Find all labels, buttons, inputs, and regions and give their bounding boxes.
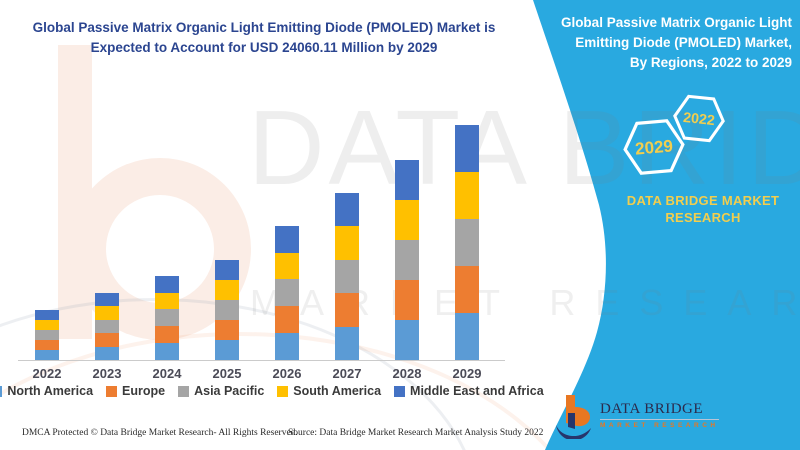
- chart-legend: North America Europe Asia Pacific South Ame…: [0, 384, 544, 398]
- panel-title-line3: By Regions, 2022 to 2029: [629, 55, 792, 70]
- bar-segment-2025-asia-pacific: [215, 299, 239, 320]
- footer-source: Source: Data Bridge Market Research Mark…: [288, 428, 544, 438]
- chart-title: Global Passive Matrix Organic Light Emit…: [18, 18, 510, 58]
- bar-segment-2026-north-america: [275, 333, 299, 360]
- legend-label: Asia Pacific: [194, 384, 265, 398]
- bar-segment-2024-north-america: [155, 343, 179, 360]
- hexagon-2029-badge: 2029: [623, 119, 685, 175]
- panel-title-line2: Emitting Diode (PMOLED) Market,: [575, 35, 792, 50]
- bar-segment-2026-europe: [275, 306, 299, 334]
- chart-title-line1: Global Passive Matrix Organic Light Emit…: [32, 20, 496, 35]
- hexagon-2022-label: 2022: [682, 110, 715, 129]
- bar-segment-2026-asia-pacific: [275, 279, 299, 307]
- x-axis-line: [18, 360, 505, 361]
- bar-segment-2022-europe: [35, 339, 59, 350]
- bar-2027: [335, 192, 359, 360]
- panel-title-line1: Global Passive Matrix Organic Light: [560, 15, 792, 30]
- bar-segment-2029-south-america: [455, 172, 479, 219]
- bar-2025: [215, 259, 239, 360]
- bar-segment-2025-north-america: [215, 339, 239, 360]
- bar-segment-2024-south-america: [155, 292, 179, 310]
- logo-subtitle: MARKET RESEARCH: [600, 422, 719, 429]
- bar-segment-2027-south-america: [335, 226, 359, 260]
- brand-wordmark: DATA BRIDGE MARKET RESEARCH: [612, 192, 794, 226]
- bar-segment-2029-asia-pacific: [455, 219, 479, 266]
- bar-segment-2023-middle-east-and-africa: [95, 292, 119, 307]
- bar-segment-2023-asia-pacific: [95, 319, 119, 334]
- bar-segment-2029-europe: [455, 266, 479, 313]
- bar-segment-2023-europe: [95, 333, 119, 347]
- bar-segment-2027-north-america: [335, 326, 359, 360]
- bar-segment-2029-north-america: [455, 313, 479, 360]
- panel-title: Global Passive Matrix Organic Light Emit…: [532, 13, 792, 73]
- legend-item-asia-pacific: Asia Pacific: [178, 384, 264, 398]
- bar-segment-2022-north-america: [35, 349, 59, 360]
- bar-segment-2024-middle-east-and-africa: [155, 275, 179, 293]
- legend-label: North America: [7, 384, 94, 398]
- bar-2029: [455, 125, 479, 360]
- bar-segment-2027-europe: [335, 293, 359, 327]
- legend-item-south-america: South America: [277, 384, 381, 398]
- bar-2026: [275, 225, 299, 360]
- legend-item-middle-east-and-africa: Middle East and Africa: [394, 384, 544, 398]
- x-axis-label-2026: 2026: [272, 366, 302, 381]
- bar-segment-2028-middle-east-and-africa: [395, 159, 419, 200]
- legend-swatch-icon: [106, 385, 118, 397]
- legend-swatch-icon: [394, 385, 406, 397]
- footer-copyright: DMCA Protected © Data Bridge Market Rese…: [22, 428, 298, 438]
- x-axis-label-2024: 2024: [152, 366, 182, 381]
- bar-segment-2022-middle-east-and-africa: [35, 309, 59, 320]
- bar-segment-2028-europe: [395, 279, 419, 320]
- bar-segment-2024-asia-pacific: [155, 309, 179, 327]
- data-bridge-logo: DATA BRIDGE MARKET RESEARCH: [554, 395, 719, 439]
- x-axis-label-2023: 2023: [92, 366, 122, 381]
- bar-segment-2026-south-america: [275, 252, 299, 280]
- bar-segment-2023-north-america: [95, 346, 119, 360]
- legend-label: South America: [293, 384, 382, 398]
- x-axis-label-2028: 2028: [392, 366, 422, 381]
- bar-segment-2025-middle-east-and-africa: [215, 259, 239, 280]
- x-axis-label-2027: 2027: [332, 366, 362, 381]
- bar-segment-2028-south-america: [395, 199, 419, 240]
- bar-segment-2028-asia-pacific: [395, 239, 419, 280]
- x-axis-label-2025: 2025: [212, 366, 242, 381]
- hexagon-2022-badge: 2022: [673, 94, 725, 143]
- legend-swatch-icon: [178, 385, 190, 397]
- bar-segment-2022-south-america: [35, 319, 59, 330]
- bar-segment-2027-asia-pacific: [335, 259, 359, 294]
- legend-item-north-america: North America: [0, 384, 93, 398]
- bar-segment-2027-middle-east-and-africa: [335, 192, 359, 227]
- bar-segment-2023-south-america: [95, 306, 119, 320]
- bar-2022: [35, 309, 59, 360]
- logo-name: DATA BRIDGE: [600, 401, 719, 420]
- x-axis-label-2029: 2029: [452, 366, 482, 381]
- legend-label: Europe: [122, 384, 166, 398]
- hexagon-2029-label: 2029: [634, 136, 673, 158]
- chart-title-line2: Expected to Account for USD 24060.11 Mil…: [90, 40, 438, 55]
- legend-label: Middle East and Africa: [410, 384, 544, 398]
- bar-segment-2025-south-america: [215, 279, 239, 300]
- bar-2028: [395, 159, 419, 360]
- bar-segment-2026-middle-east-and-africa: [275, 225, 299, 253]
- bar-segment-2024-europe: [155, 326, 179, 344]
- bar-2023: [95, 292, 119, 360]
- bar-2024: [155, 275, 179, 360]
- legend-swatch-icon: [277, 385, 289, 397]
- stacked-bar-chart: [35, 124, 479, 360]
- bar-segment-2022-asia-pacific: [35, 329, 59, 340]
- brand-wordmark-line1: DATA BRIDGE MARKET: [626, 193, 780, 208]
- legend-swatch-icon: [0, 385, 3, 397]
- brand-wordmark-line2: RESEARCH: [665, 210, 741, 225]
- bar-segment-2025-europe: [215, 319, 239, 340]
- legend-item-europe: Europe: [106, 384, 165, 398]
- bar-segment-2029-middle-east-and-africa: [455, 125, 479, 172]
- x-axis-label-2022: 2022: [32, 366, 62, 381]
- bar-segment-2028-north-america: [395, 319, 419, 360]
- data-bridge-logo-icon: [556, 395, 591, 439]
